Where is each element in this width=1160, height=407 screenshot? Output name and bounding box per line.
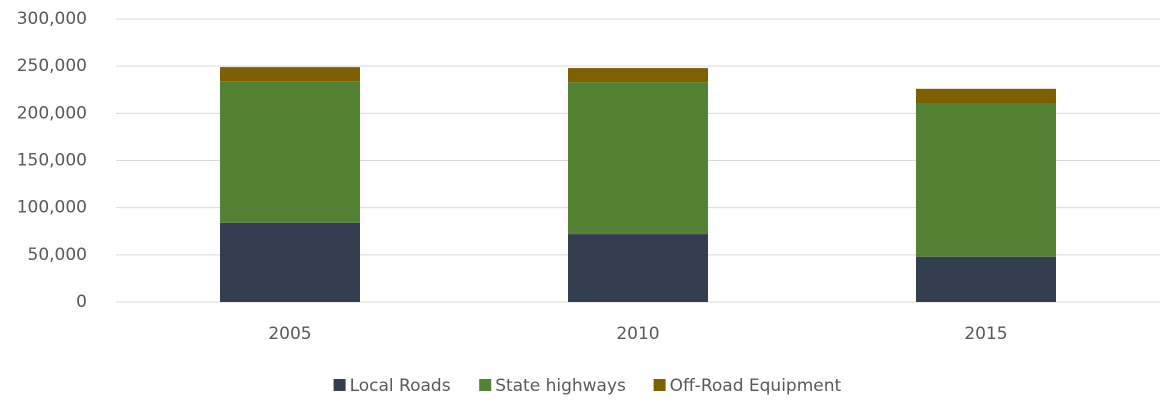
bar-segment [568,234,708,302]
bar-segment [916,256,1056,302]
legend-label: Off-Road Equipment [670,376,842,396]
x-tick-label: 2015 [964,324,1007,344]
bar-segment [916,88,1056,104]
y-tick-label: 200,000 [17,103,87,123]
bar-segment [568,82,708,235]
bar-segment [568,68,708,83]
bar-segment [220,67,360,82]
legend-swatch [479,379,492,391]
legend-label: State highways [495,376,626,396]
legend-label: Local Roads [350,376,451,396]
bar-segment [916,103,1056,257]
x-tick-label: 2010 [616,324,659,344]
legend-swatch [333,379,346,391]
y-tick-label: 100,000 [17,198,87,218]
x-tick-label: 2005 [268,324,311,344]
y-tick-label: 0 [76,292,87,312]
y-tick-label: 50,000 [28,245,87,265]
bar-segment [220,81,360,223]
legend-swatch [653,379,666,391]
y-tick-label: 150,000 [17,151,87,171]
y-tick-label: 300,000 [17,9,87,29]
bar-segment [220,222,360,302]
y-tick-label: 250,000 [17,56,87,76]
